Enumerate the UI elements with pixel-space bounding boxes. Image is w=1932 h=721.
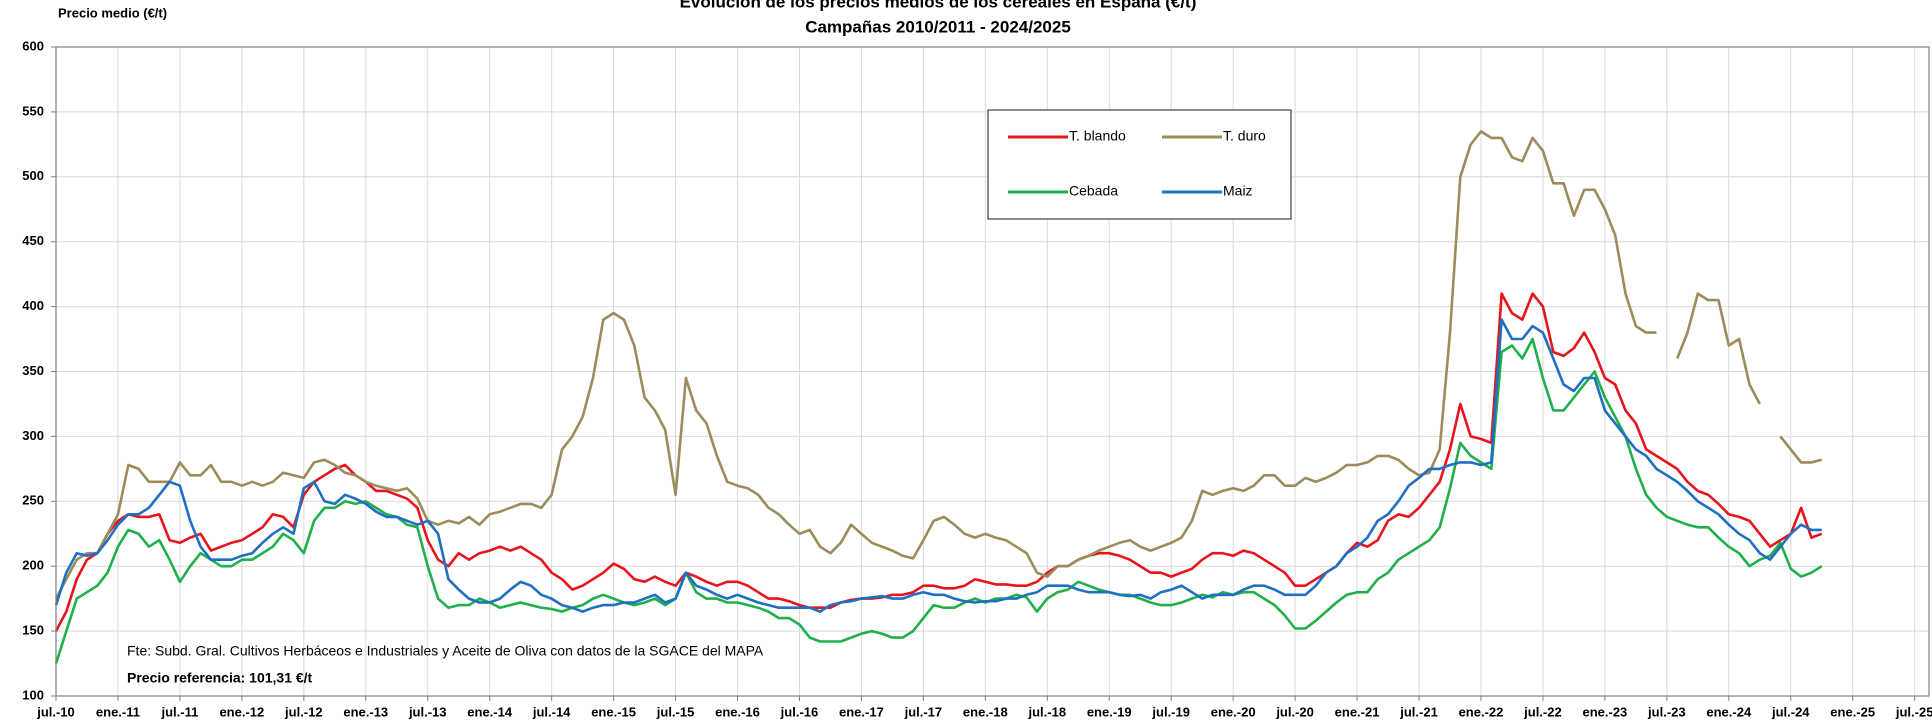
- reference-note: Precio referencia: 101,31 €/t: [127, 670, 313, 686]
- x-tick-label: jul.-20: [1275, 704, 1314, 719]
- grid: 100 150 200 250 300 350 400 450 500 550 600 jul.-10…: [22, 38, 1932, 719]
- legend-label: Cebada: [1069, 183, 1118, 199]
- legend-box: [987, 109, 1292, 220]
- legend-label: T. blando: [1069, 128, 1126, 144]
- x-tick-label: ene.-21: [1335, 704, 1380, 719]
- x-tick-label: jul.-16: [780, 704, 819, 719]
- series-line: [54, 292, 1823, 632]
- y-tick-label: 250: [22, 493, 44, 508]
- chart-title: Evolución de los precios medios de los c…: [680, 0, 1197, 11]
- plot-frame: [55, 46, 1930, 697]
- x-tick-label: ene.-11: [96, 704, 140, 719]
- legend-label: Maiz: [1223, 183, 1253, 199]
- y-axis-title: Precio medio (€/t): [58, 5, 167, 20]
- y-tick-label: 400: [22, 298, 44, 313]
- x-tick-label: jul.-17: [904, 704, 943, 719]
- y-tick-label: 500: [22, 168, 44, 183]
- y-tick-label: 350: [22, 363, 44, 378]
- x-tick-label: ene.-19: [1087, 704, 1132, 719]
- x-tick-label: jul.-10: [36, 704, 75, 719]
- plot-lines: [54, 130, 1823, 664]
- x-tick-label: ene.-14: [467, 704, 513, 719]
- x-tick-label: ene.-22: [1459, 704, 1504, 719]
- x-tick-label: jul.-24: [1771, 704, 1810, 719]
- y-tick-label: 200: [22, 558, 44, 573]
- y-tick-label: 100: [22, 687, 44, 702]
- y-tick-label: 550: [22, 103, 44, 118]
- x-tick-label: ene.-23: [1582, 704, 1627, 719]
- x-tick-label: ene.-18: [963, 704, 1008, 719]
- legend-label: T. duro: [1223, 128, 1266, 144]
- y-tick-label: 300: [22, 428, 44, 443]
- x-tick-label: ene.-15: [591, 704, 636, 719]
- x-tick-label: jul.-14: [532, 704, 571, 719]
- series-line: [54, 130, 1823, 600]
- y-tick-label: 450: [22, 233, 44, 248]
- x-tick-label: jul.-15: [656, 704, 695, 719]
- x-tick-label: ene.-16: [715, 704, 760, 719]
- x-tick-label: ene.-25: [1830, 704, 1875, 719]
- x-tick-label: jul.-21: [1399, 704, 1438, 719]
- x-tick-label: jul.-18: [1028, 704, 1067, 719]
- x-tick-label: jul.-25: [1895, 704, 1932, 719]
- x-tick-label: jul.-12: [284, 704, 323, 719]
- x-tick-label: jul.-19: [1151, 704, 1190, 719]
- series-line: [54, 337, 1823, 664]
- x-tick-label: ene.-24: [1706, 704, 1752, 719]
- x-tick-label: ene.-17: [839, 704, 884, 719]
- source-note: Fte: Subd. Gral. Cultivos Herbáceos e In…: [127, 643, 764, 659]
- x-tick-label: jul.-11: [160, 704, 198, 719]
- y-tick-label: 150: [22, 623, 44, 638]
- x-tick-label: ene.-12: [219, 704, 264, 719]
- x-tick-label: ene.-20: [1211, 704, 1256, 719]
- x-tick-label: jul.-22: [1523, 704, 1562, 719]
- x-tick-label: jul.-23: [1647, 704, 1686, 719]
- chart-subtitle: Campañas 2010/2011 - 2024/2025: [805, 17, 1071, 36]
- x-tick-label: jul.-13: [408, 704, 447, 719]
- legend: T. blando T. duro Cebada Maiz: [987, 109, 1292, 220]
- series-line: [54, 318, 1822, 613]
- x-tick-label: ene.-13: [343, 704, 388, 719]
- y-tick-label: 600: [22, 38, 44, 53]
